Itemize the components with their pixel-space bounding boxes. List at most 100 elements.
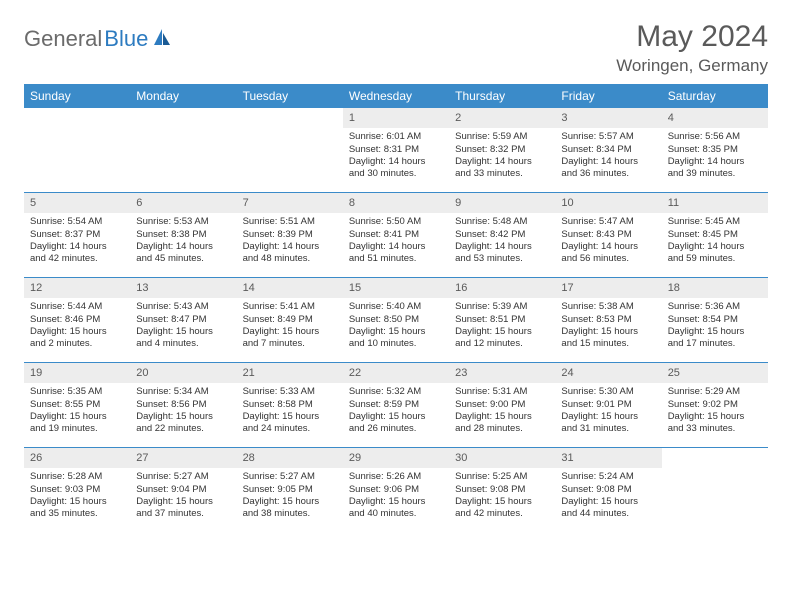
sunrise-text: Sunrise: 5:38 AM [561, 301, 655, 313]
day-number: 20 [130, 363, 236, 383]
day-number: 14 [237, 278, 343, 298]
sunrise-text: Sunrise: 5:26 AM [349, 471, 443, 483]
day-body: Sunrise: 5:24 AMSunset: 9:08 PMDaylight:… [555, 468, 661, 526]
day-number: 31 [555, 448, 661, 468]
sunset-text: Sunset: 8:53 PM [561, 314, 655, 326]
sunset-text: Sunset: 8:43 PM [561, 229, 655, 241]
day-body: Sunrise: 5:41 AMSunset: 8:49 PMDaylight:… [237, 298, 343, 356]
day-cell: 28Sunrise: 5:27 AMSunset: 9:05 PMDayligh… [237, 448, 343, 532]
sunrise-text: Sunrise: 5:48 AM [455, 216, 549, 228]
day-body: Sunrise: 5:26 AMSunset: 9:06 PMDaylight:… [343, 468, 449, 526]
day-number: 23 [449, 363, 555, 383]
daylight-text: Daylight: 15 hours and 12 minutes. [455, 326, 549, 351]
day-number: 4 [662, 108, 768, 128]
daylight-text: Daylight: 14 hours and 59 minutes. [668, 241, 762, 266]
day-number: 6 [130, 193, 236, 213]
sunset-text: Sunset: 8:45 PM [668, 229, 762, 241]
sunrise-text: Sunrise: 5:34 AM [136, 386, 230, 398]
daylight-text: Daylight: 15 hours and 2 minutes. [30, 326, 124, 351]
daylight-text: Daylight: 15 hours and 42 minutes. [455, 496, 549, 521]
sunrise-text: Sunrise: 5:29 AM [668, 386, 762, 398]
sunset-text: Sunset: 8:54 PM [668, 314, 762, 326]
sunrise-text: Sunrise: 5:27 AM [243, 471, 337, 483]
day-body: Sunrise: 5:51 AMSunset: 8:39 PMDaylight:… [237, 213, 343, 271]
daylight-text: Daylight: 14 hours and 45 minutes. [136, 241, 230, 266]
month-title: May 2024 [616, 20, 768, 54]
day-number: 27 [130, 448, 236, 468]
weekday-header-row: SundayMondayTuesdayWednesdayThursdayFrid… [24, 84, 768, 108]
day-cell: 7Sunrise: 5:51 AMSunset: 8:39 PMDaylight… [237, 193, 343, 277]
sunrise-text: Sunrise: 5:35 AM [30, 386, 124, 398]
calendar-grid: SundayMondayTuesdayWednesdayThursdayFrid… [24, 84, 768, 532]
day-body: Sunrise: 5:33 AMSunset: 8:58 PMDaylight:… [237, 383, 343, 441]
day-body: Sunrise: 5:35 AMSunset: 8:55 PMDaylight:… [24, 383, 130, 441]
day-number: 21 [237, 363, 343, 383]
day-number: 17 [555, 278, 661, 298]
day-cell: 26Sunrise: 5:28 AMSunset: 9:03 PMDayligh… [24, 448, 130, 532]
daylight-text: Daylight: 14 hours and 42 minutes. [30, 241, 124, 266]
day-cell: 3Sunrise: 5:57 AMSunset: 8:34 PMDaylight… [555, 108, 661, 192]
day-cell: 16Sunrise: 5:39 AMSunset: 8:51 PMDayligh… [449, 278, 555, 362]
logo-text-blue: Blue [104, 26, 148, 52]
sunrise-text: Sunrise: 5:41 AM [243, 301, 337, 313]
day-body: Sunrise: 5:27 AMSunset: 9:04 PMDaylight:… [130, 468, 236, 526]
sunset-text: Sunset: 8:55 PM [30, 399, 124, 411]
day-number: 5 [24, 193, 130, 213]
weekday-header: Friday [555, 84, 661, 108]
sunset-text: Sunset: 8:37 PM [30, 229, 124, 241]
sunset-text: Sunset: 8:47 PM [136, 314, 230, 326]
day-cell: 6Sunrise: 5:53 AMSunset: 8:38 PMDaylight… [130, 193, 236, 277]
sunset-text: Sunset: 9:08 PM [561, 484, 655, 496]
day-number: 1 [343, 108, 449, 128]
day-cell: 14Sunrise: 5:41 AMSunset: 8:49 PMDayligh… [237, 278, 343, 362]
sunset-text: Sunset: 8:50 PM [349, 314, 443, 326]
day-body: Sunrise: 5:56 AMSunset: 8:35 PMDaylight:… [662, 128, 768, 186]
day-number: 9 [449, 193, 555, 213]
day-body: Sunrise: 5:25 AMSunset: 9:08 PMDaylight:… [449, 468, 555, 526]
day-body: Sunrise: 5:53 AMSunset: 8:38 PMDaylight:… [130, 213, 236, 271]
daylight-text: Daylight: 15 hours and 31 minutes. [561, 411, 655, 436]
daylight-text: Daylight: 15 hours and 44 minutes. [561, 496, 655, 521]
sunset-text: Sunset: 8:32 PM [455, 144, 549, 156]
day-number: 8 [343, 193, 449, 213]
day-cell: 10Sunrise: 5:47 AMSunset: 8:43 PMDayligh… [555, 193, 661, 277]
day-body: Sunrise: 5:34 AMSunset: 8:56 PMDaylight:… [130, 383, 236, 441]
day-number: 18 [662, 278, 768, 298]
day-cell: 2Sunrise: 5:59 AMSunset: 8:32 PMDaylight… [449, 108, 555, 192]
day-number: 28 [237, 448, 343, 468]
sunset-text: Sunset: 9:08 PM [455, 484, 549, 496]
day-number: 25 [662, 363, 768, 383]
week-row: 1Sunrise: 6:01 AMSunset: 8:31 PMDaylight… [24, 108, 768, 192]
sunrise-text: Sunrise: 5:27 AM [136, 471, 230, 483]
day-body: Sunrise: 5:44 AMSunset: 8:46 PMDaylight:… [24, 298, 130, 356]
sunrise-text: Sunrise: 5:43 AM [136, 301, 230, 313]
sunset-text: Sunset: 9:03 PM [30, 484, 124, 496]
day-cell [237, 108, 343, 192]
daylight-text: Daylight: 14 hours and 51 minutes. [349, 241, 443, 266]
daylight-text: Daylight: 15 hours and 17 minutes. [668, 326, 762, 351]
sunset-text: Sunset: 8:41 PM [349, 229, 443, 241]
day-cell: 8Sunrise: 5:50 AMSunset: 8:41 PMDaylight… [343, 193, 449, 277]
sunrise-text: Sunrise: 5:36 AM [668, 301, 762, 313]
day-cell [662, 448, 768, 532]
day-body: Sunrise: 5:31 AMSunset: 9:00 PMDaylight:… [449, 383, 555, 441]
day-body: Sunrise: 5:30 AMSunset: 9:01 PMDaylight:… [555, 383, 661, 441]
daylight-text: Daylight: 15 hours and 28 minutes. [455, 411, 549, 436]
sunset-text: Sunset: 8:59 PM [349, 399, 443, 411]
sunset-text: Sunset: 9:02 PM [668, 399, 762, 411]
day-body: Sunrise: 5:57 AMSunset: 8:34 PMDaylight:… [555, 128, 661, 186]
day-body: Sunrise: 5:40 AMSunset: 8:50 PMDaylight:… [343, 298, 449, 356]
day-cell: 1Sunrise: 6:01 AMSunset: 8:31 PMDaylight… [343, 108, 449, 192]
day-body: Sunrise: 5:32 AMSunset: 8:59 PMDaylight:… [343, 383, 449, 441]
day-body: Sunrise: 5:38 AMSunset: 8:53 PMDaylight:… [555, 298, 661, 356]
day-body: Sunrise: 5:27 AMSunset: 9:05 PMDaylight:… [237, 468, 343, 526]
daylight-text: Daylight: 14 hours and 48 minutes. [243, 241, 337, 266]
sunrise-text: Sunrise: 5:40 AM [349, 301, 443, 313]
day-body: Sunrise: 5:29 AMSunset: 9:02 PMDaylight:… [662, 383, 768, 441]
sunset-text: Sunset: 8:31 PM [349, 144, 443, 156]
sunrise-text: Sunrise: 5:31 AM [455, 386, 549, 398]
sunset-text: Sunset: 8:38 PM [136, 229, 230, 241]
sunrise-text: Sunrise: 5:30 AM [561, 386, 655, 398]
day-cell: 5Sunrise: 5:54 AMSunset: 8:37 PMDaylight… [24, 193, 130, 277]
day-body: Sunrise: 5:28 AMSunset: 9:03 PMDaylight:… [24, 468, 130, 526]
